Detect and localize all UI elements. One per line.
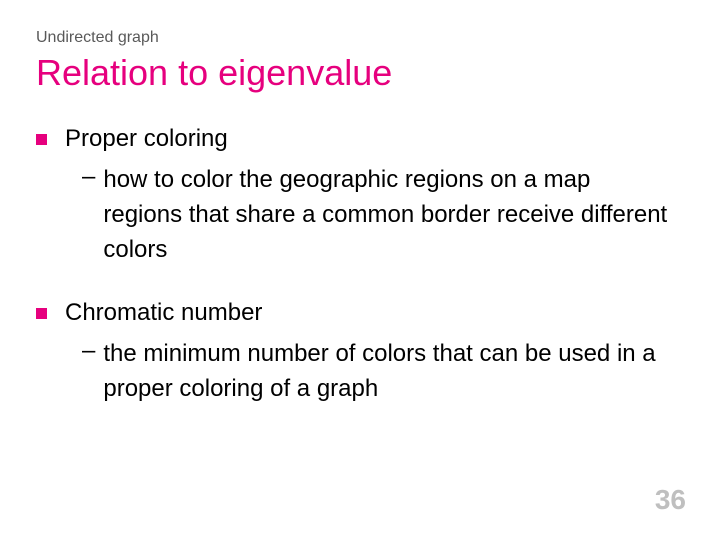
slide-title: Relation to eigenvalue [36,52,392,94]
bullet-icon [36,308,47,319]
list-item: Proper coloring [36,125,680,153]
sub-item-text: the minimum number of colors that can be… [103,337,670,407]
dash-icon: – [82,337,95,407]
sub-list-item: – how to color the geographic regions on… [82,163,670,267]
slide-content: Proper coloring – how to color the geogr… [36,125,680,439]
sub-list-item: – the minimum number of colors that can … [82,337,670,407]
bullet-label: Chromatic number [65,299,262,327]
slide-supertitle: Undirected graph [36,29,159,47]
page-number: 36 [655,484,686,516]
list-item: Chromatic number [36,299,680,327]
dash-icon: – [82,163,95,267]
bullet-label: Proper coloring [65,125,228,153]
bullet-icon [36,134,47,145]
sub-item-text: how to color the geographic regions on a… [103,163,670,267]
